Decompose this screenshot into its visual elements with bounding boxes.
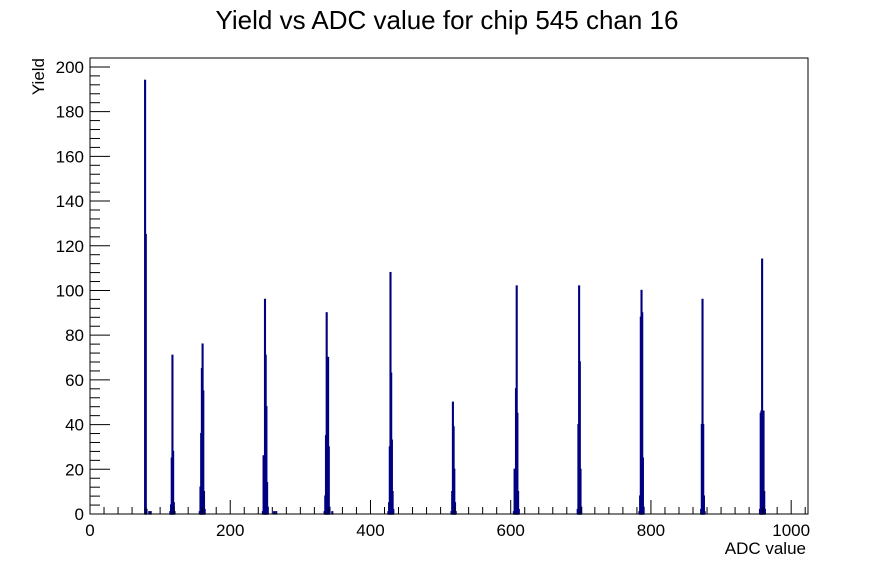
x-axis-label: ADC value <box>725 539 806 558</box>
y-tick-label: 60 <box>65 371 84 390</box>
y-tick-label: 40 <box>65 416 84 435</box>
y-tick-label: 180 <box>56 103 84 122</box>
histogram-bin <box>327 446 330 515</box>
plot-frame <box>89 57 809 515</box>
histogram-bin <box>641 457 644 515</box>
chart-title: Yield vs ADC value for chip 545 chan 16 <box>216 5 679 35</box>
histogram-bin <box>328 506 331 515</box>
y-tick-label: 120 <box>56 237 84 256</box>
x-tick-label: 400 <box>356 521 384 540</box>
axes: 0 200 400 600 800 1000 0 20 40 60 80 100 120 140 160 18… <box>56 57 810 540</box>
x-tick-label: 1000 <box>772 521 810 540</box>
histogram-bin <box>266 506 269 515</box>
x-tick-label: 0 <box>85 521 94 540</box>
histogram-bin <box>392 508 395 515</box>
y-tick-label: 100 <box>56 281 84 300</box>
y-tick-label: 160 <box>56 147 84 166</box>
histogram-bin <box>642 506 645 515</box>
histogram-bin <box>517 508 520 515</box>
histogram-bin <box>144 233 147 515</box>
histogram-bin <box>763 508 766 515</box>
y-axis-label: Yield <box>29 58 48 95</box>
histogram-bin <box>203 508 206 515</box>
x-tick-label: 600 <box>497 521 525 540</box>
y-tick-label: 0 <box>75 505 84 524</box>
y-tick-label: 80 <box>65 326 84 345</box>
x-tick-label: 200 <box>216 521 244 540</box>
y-tick-label: 140 <box>56 192 84 211</box>
y-tick-label: 20 <box>65 460 84 479</box>
y-tick-label: 200 <box>56 58 84 77</box>
x-tick-label: 800 <box>637 521 665 540</box>
plot-area <box>144 79 766 515</box>
